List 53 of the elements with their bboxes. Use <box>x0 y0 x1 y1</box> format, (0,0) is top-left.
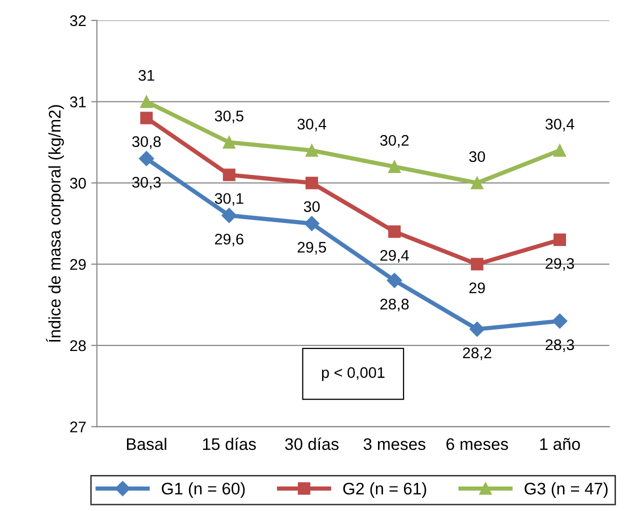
point <box>138 150 154 166</box>
y-tick-label: 30 <box>70 178 86 189</box>
data-label: 30 <box>469 151 486 162</box>
data-label: 30,8 <box>132 136 161 149</box>
legend-label: G3 (n = 47) <box>524 482 608 498</box>
y-axis-title: Índice de masa corporal (kg/m2) <box>46 105 64 342</box>
point <box>554 144 566 157</box>
point <box>386 272 402 288</box>
data-label: 28,3 <box>546 339 574 352</box>
data-label: 29,3 <box>546 258 574 271</box>
x-tick-label: 3 meses <box>364 438 426 450</box>
legend-label: G1 (n = 60) <box>162 482 245 498</box>
point <box>140 112 153 124</box>
data-label: 30,4 <box>298 118 326 132</box>
legend-label: G2 (n = 61) <box>343 482 426 498</box>
point <box>388 160 401 173</box>
y-tick-label: 32 <box>70 15 86 26</box>
point <box>470 258 484 270</box>
y-tick-label: 29 <box>70 259 86 270</box>
data-label: 30 <box>304 201 320 212</box>
point <box>554 234 566 246</box>
data-label: 30,3 <box>132 176 161 190</box>
point <box>304 216 320 232</box>
point <box>470 176 484 190</box>
data-label: 30,1 <box>214 193 244 206</box>
data-label: 28,8 <box>380 298 409 312</box>
point <box>140 95 153 108</box>
x-tick-label: 6 meses <box>446 438 508 450</box>
point <box>388 225 401 238</box>
data-label: 30,4 <box>545 118 574 132</box>
data-label: 29,5 <box>298 242 326 254</box>
x-tick-label: 1 año <box>540 438 580 450</box>
data-label: 29,6 <box>215 234 244 246</box>
data-label: 30,5 <box>214 110 244 124</box>
data-label: 30,2 <box>380 134 409 148</box>
data-label: 28,2 <box>463 347 492 360</box>
annotation: p < 0,001 <box>322 367 384 381</box>
point <box>470 322 485 337</box>
x-tick-label: 15 días <box>203 438 256 450</box>
x-tick-label: 30 días <box>285 438 339 450</box>
data-label: 31 <box>138 70 154 81</box>
data-label: 29 <box>469 282 485 294</box>
point <box>222 136 236 149</box>
point <box>306 176 318 190</box>
point <box>552 313 568 329</box>
y-tick-label: 27 <box>70 422 86 432</box>
y-tick-label: 28 <box>70 340 86 352</box>
data-label: 29,4 <box>380 250 409 263</box>
point <box>222 168 236 182</box>
x-tick-label: Basal <box>126 438 166 450</box>
point <box>222 208 237 224</box>
point <box>306 144 318 157</box>
y-tick-label: 31 <box>70 96 86 108</box>
